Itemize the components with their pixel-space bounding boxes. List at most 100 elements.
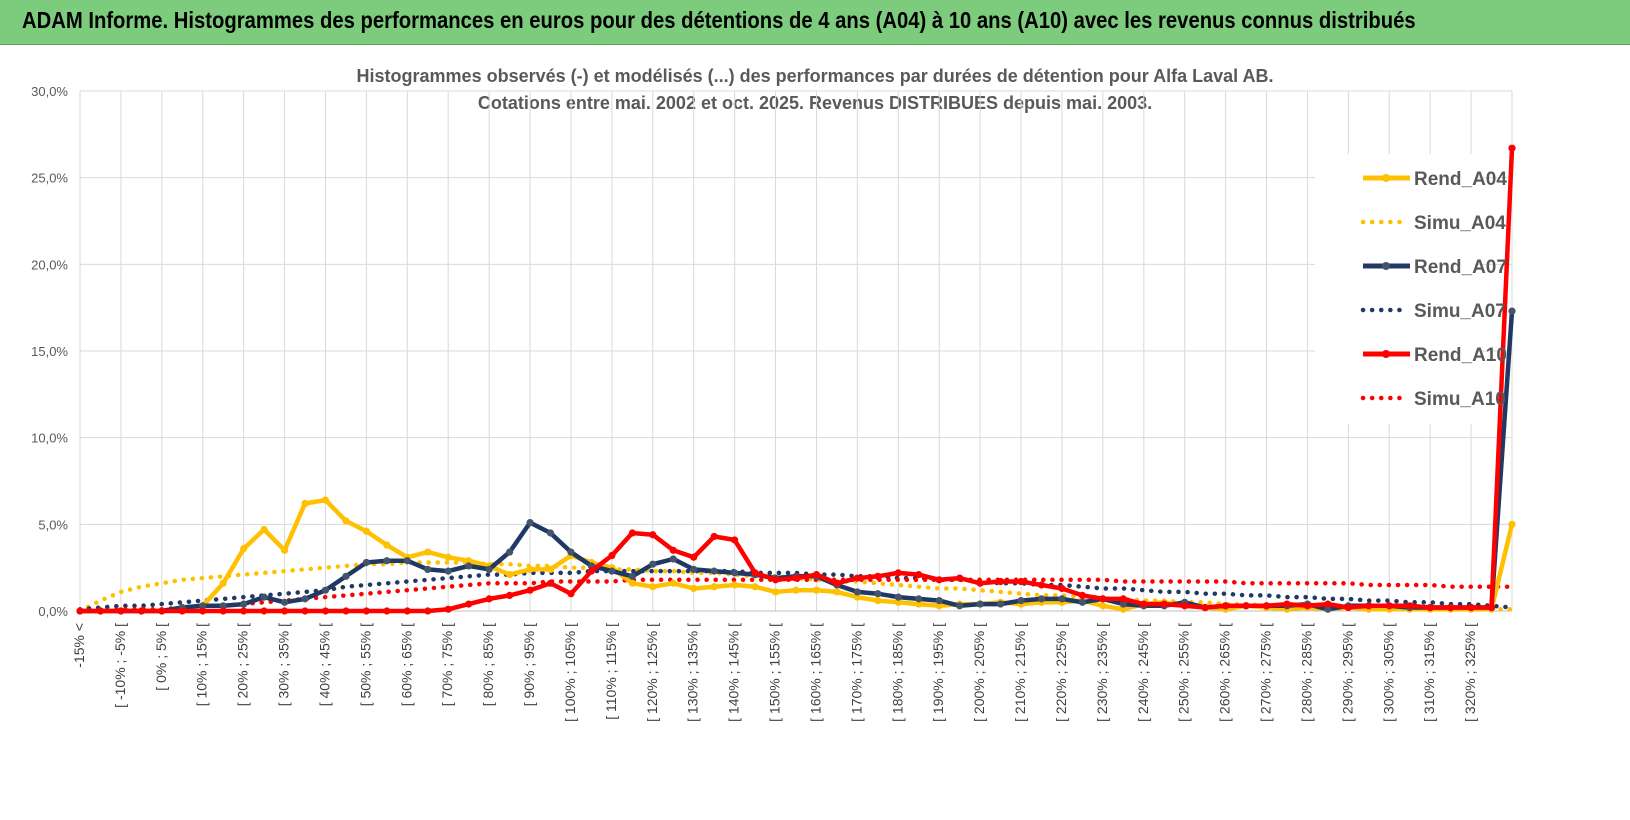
data-point	[444, 553, 452, 561]
x-tick-label: [ 80% ; 85% [	[480, 623, 496, 706]
data-point	[444, 567, 452, 575]
header-bar: ADAM Informe. Histogrammes des performan…	[0, 0, 1630, 45]
data-point	[1119, 605, 1127, 613]
data-point	[833, 579, 841, 587]
data-point	[485, 565, 493, 574]
legend-marker	[1382, 174, 1390, 182]
series-line	[80, 310, 1515, 614]
data-point	[424, 607, 432, 615]
data-point	[383, 607, 391, 615]
data-point	[649, 560, 657, 568]
data-point	[628, 529, 636, 537]
data-point	[1119, 600, 1127, 608]
data-point	[833, 588, 841, 596]
data-point	[1467, 603, 1475, 612]
data-point	[1181, 602, 1189, 610]
data-point	[874, 590, 882, 598]
x-tick-label: [ 150% ; 155% [	[767, 623, 783, 722]
legend-label: Simu_A10	[1414, 389, 1506, 410]
data-point	[546, 529, 555, 537]
data-point	[1201, 603, 1209, 612]
x-tick-label: [ 260% ; 265% [	[1217, 623, 1233, 722]
data-point	[628, 572, 636, 580]
data-point	[383, 541, 391, 549]
data-point	[649, 531, 657, 539]
x-tick-label: [ 100% ; 105% [	[562, 623, 578, 722]
x-tick-label: [ 30% ; 35% [	[276, 623, 292, 706]
x-tick-label: [ 90% ; 95% [	[521, 623, 537, 706]
legend-box	[1315, 154, 1475, 424]
data-point	[669, 579, 677, 587]
data-point	[526, 565, 534, 574]
data-point	[731, 536, 739, 544]
data-point	[506, 571, 514, 579]
data-point	[526, 519, 534, 527]
x-tick-label: [ 270% ; 275% [	[1258, 623, 1274, 722]
data-point	[76, 607, 84, 615]
x-tick-label: [ 290% ; 295% [	[1339, 623, 1355, 722]
series-line	[80, 497, 1515, 614]
data-point	[178, 607, 186, 615]
data-point	[362, 607, 370, 615]
legend-item-Rend_A10: Rend_A10	[1363, 345, 1507, 366]
data-point	[301, 595, 309, 603]
legend-label: Simu_A04	[1414, 213, 1506, 234]
x-tick-label: [ 20% ; 25% [	[235, 623, 251, 706]
legend-item-Rend_A04: Rend_A04	[1363, 169, 1507, 190]
x-tick-label: -15% <	[71, 623, 87, 668]
data-point	[710, 583, 718, 591]
data-point	[792, 574, 800, 582]
chart-frame: Histogrammes observés (-) et modélisés (…	[0, 44, 1630, 815]
y-tick-label: 25,0%	[31, 171, 68, 186]
data-point	[894, 598, 902, 606]
data-point	[812, 571, 821, 579]
data-point	[669, 555, 677, 563]
chart-title-line2: Cotations entre mai. 2002 et oct. 2025. …	[478, 93, 1152, 113]
data-point	[362, 558, 370, 567]
data-point	[301, 499, 309, 508]
x-tick-label: [ -10% ; -5% [	[112, 623, 128, 708]
legend-marker	[1382, 350, 1390, 358]
x-tick-label: [ 200% ; 205% [	[971, 623, 987, 722]
data-point	[874, 572, 882, 580]
data-point	[1078, 598, 1086, 606]
x-tick-label: [ 240% ; 245% [	[1135, 623, 1151, 722]
x-tick-label: [ 70% ; 75% [	[439, 623, 455, 706]
data-point	[96, 607, 105, 615]
data-point	[424, 565, 432, 574]
data-point	[915, 600, 923, 608]
data-point	[403, 557, 411, 565]
data-point	[1058, 584, 1066, 593]
data-point	[1140, 600, 1148, 608]
data-point	[812, 586, 821, 594]
x-tick-label: [ 120% ; 125% [	[644, 623, 660, 722]
legend-marker	[1382, 262, 1390, 270]
data-point	[996, 577, 1005, 586]
data-point	[1222, 602, 1230, 610]
data-point	[1406, 602, 1414, 610]
data-point	[628, 579, 636, 587]
data-point	[1099, 595, 1107, 603]
data-point	[874, 597, 882, 605]
data-point	[771, 588, 780, 596]
data-point	[690, 584, 698, 593]
data-point	[731, 581, 739, 589]
series-Rend_A10	[76, 144, 1516, 615]
data-point	[935, 576, 943, 584]
data-point	[465, 562, 473, 570]
data-point	[915, 571, 923, 579]
data-point	[260, 525, 268, 534]
data-point	[1283, 600, 1291, 608]
data-point	[1078, 591, 1086, 600]
data-point	[956, 574, 964, 582]
data-point	[1017, 577, 1025, 586]
data-point	[1242, 602, 1250, 610]
horizontal-gridlines	[80, 90, 1512, 612]
data-point	[1385, 602, 1393, 610]
data-point	[301, 607, 309, 615]
data-point	[731, 569, 739, 577]
data-point	[792, 586, 800, 594]
data-point	[1262, 602, 1271, 610]
legend-label: Simu_A07	[1414, 301, 1506, 322]
data-point	[219, 579, 227, 587]
